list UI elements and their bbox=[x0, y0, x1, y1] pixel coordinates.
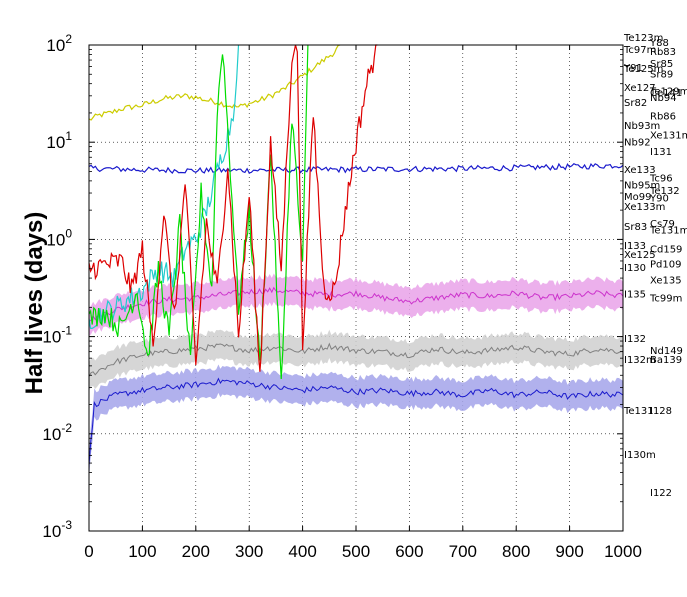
isotope-label: Mo99 bbox=[624, 192, 651, 203]
isotope-label: Nd149 bbox=[650, 346, 683, 357]
isotope-label: I130m bbox=[624, 450, 656, 461]
isotope-label: Nb93m bbox=[624, 121, 660, 132]
isotope-label: Te131m bbox=[649, 225, 687, 236]
x-tick-label: 600 bbox=[395, 542, 423, 561]
isotope-label: Te131 bbox=[623, 406, 654, 417]
series-line bbox=[88, 44, 378, 372]
isotope-label: Cd159 bbox=[650, 244, 682, 255]
series-lines bbox=[88, 44, 624, 466]
x-tick-label: 800 bbox=[502, 542, 530, 561]
isotope-label: Rb83 bbox=[650, 47, 676, 58]
x-tick-label: 1000 bbox=[604, 542, 642, 561]
series-line bbox=[88, 377, 624, 466]
y-tick-label: 102 bbox=[46, 32, 72, 55]
isotope-label: Sr82 bbox=[624, 98, 647, 109]
isotope-label: Xe131m bbox=[650, 130, 687, 141]
isotope-label: Xe127 bbox=[624, 83, 656, 94]
isotope-label: Rb86 bbox=[650, 112, 676, 123]
isotope-label: Ba139 bbox=[650, 355, 682, 366]
isotope-label: I122 bbox=[650, 488, 672, 499]
isotope-label: Te132 bbox=[649, 186, 680, 197]
isotope-label: Tc97m bbox=[623, 45, 656, 56]
isotope-label: Y88 bbox=[649, 38, 669, 49]
series-line bbox=[88, 342, 624, 377]
isotope-label: I133 bbox=[624, 241, 646, 252]
isotope-label: Ce141 bbox=[650, 88, 682, 99]
x-tick-label: 200 bbox=[182, 542, 210, 561]
isotope-label: I130 bbox=[624, 263, 646, 274]
isotope-label: Te129m bbox=[649, 87, 687, 98]
x-tick-label: 500 bbox=[342, 542, 370, 561]
series-line bbox=[88, 44, 341, 121]
isotope-label: I132m bbox=[624, 355, 656, 366]
y-tick-label: 10-3 bbox=[42, 518, 72, 541]
confidence-band bbox=[89, 364, 623, 480]
isotope-label: Xe133m bbox=[624, 202, 665, 213]
isotope-label: Y90 bbox=[649, 193, 669, 204]
x-tick-label: 300 bbox=[235, 542, 263, 561]
isotope-label: Sr89 bbox=[650, 69, 673, 80]
isotope-label: Nb94 bbox=[650, 93, 677, 104]
x-tick-label: 0 bbox=[84, 542, 93, 561]
isotope-label: Y91 bbox=[623, 63, 643, 74]
x-tick-label: 900 bbox=[555, 542, 583, 561]
y-axis-label: Half lives (days) bbox=[21, 212, 48, 395]
isotope-label: Tc96 bbox=[649, 174, 673, 185]
isotope-label: Sr83 bbox=[624, 222, 647, 233]
isotope-label: Te125m bbox=[623, 64, 663, 75]
x-tick-label: 700 bbox=[449, 542, 477, 561]
isotope-label: I132 bbox=[624, 334, 646, 345]
series-line bbox=[88, 162, 624, 175]
isotope-label: Tc99m bbox=[649, 293, 682, 304]
isotope-label: Te123m bbox=[623, 33, 663, 44]
isotope-label: Pd109 bbox=[650, 259, 681, 270]
isotope-label: Xe125 bbox=[624, 250, 656, 261]
isotope-label: Xe133 bbox=[624, 165, 656, 176]
y-tick-label: 100 bbox=[46, 226, 72, 249]
isotope-label: Xe135 bbox=[650, 276, 682, 287]
y-tick-label: 101 bbox=[46, 129, 72, 152]
y-axis-ticks: 10-3 10-2 10-1 100 101 102 bbox=[42, 32, 623, 541]
series-line bbox=[88, 286, 624, 323]
y-tick-label: 10-1 bbox=[42, 324, 72, 347]
x-axis-ticks: 0 100 200 300 400 500 600 700 800 900 1000 bbox=[84, 45, 642, 561]
series-line bbox=[88, 44, 309, 380]
isotope-label: I135 bbox=[624, 289, 646, 300]
series-line bbox=[88, 44, 240, 329]
x-tick-label: 100 bbox=[128, 542, 156, 561]
y-tick-label: 10-2 bbox=[42, 421, 72, 444]
x-tick-label: 400 bbox=[288, 542, 316, 561]
isotope-label: Cs79 bbox=[650, 219, 675, 230]
isotope-label: I131 bbox=[650, 147, 672, 158]
confidence-band bbox=[89, 273, 623, 336]
isotope-label: Nb92 bbox=[624, 137, 651, 148]
isotope-label: I128 bbox=[650, 406, 672, 417]
isotope-label: Nb95m bbox=[624, 181, 660, 192]
isotope-label: Sr85 bbox=[650, 59, 673, 70]
